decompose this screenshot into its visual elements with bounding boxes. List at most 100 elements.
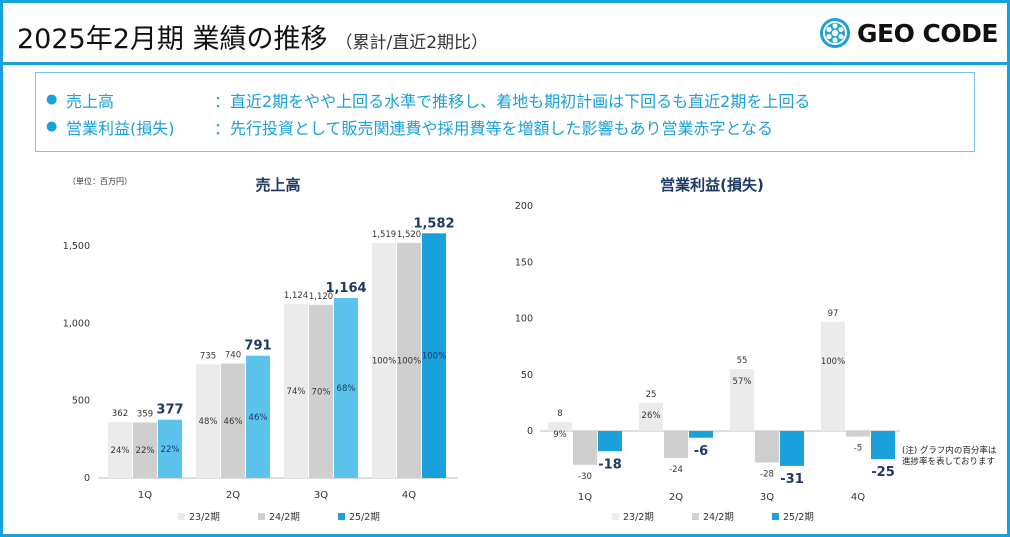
data-label: 377 [156, 403, 183, 418]
y-tick-label: 1,500 [63, 241, 90, 252]
y-tick-label: 0 [527, 426, 533, 437]
bar [397, 242, 421, 478]
data-label: 362 [112, 409, 128, 419]
category-label: 3Q [314, 490, 328, 501]
data-label: -6 [694, 444, 708, 459]
slide-header: 2025年2月期 業績の推移 （累計/直近2期比） GEO CODE [3, 3, 1007, 65]
category-label: 3Q [760, 492, 774, 503]
chart-footnote: (注) グラフ内の百分率は進捗率を表しております [902, 446, 997, 467]
percent-label: 48% [199, 417, 218, 427]
data-label: -25 [871, 465, 895, 480]
percent-label: 46% [224, 417, 243, 427]
data-label: 740 [225, 351, 241, 361]
data-label: 8 [557, 409, 562, 419]
chart-title: 売上高 [255, 176, 300, 194]
data-label: 359 [137, 409, 153, 419]
y-tick-label: 500 [72, 396, 90, 407]
bar [422, 233, 446, 478]
title-text: 2025年2月期 業績の推移 [17, 24, 328, 55]
bar [133, 422, 157, 478]
bar [573, 431, 597, 465]
company-logo: GEO CODE [819, 15, 998, 51]
percent-label: 68% [337, 384, 356, 394]
summary-item-text: ：先行投資として販売関連費や採用費等を増額した影響もあり営業赤字となる [214, 118, 774, 138]
bar [755, 431, 779, 463]
bar [780, 431, 804, 466]
percent-label: 100% [821, 357, 845, 367]
data-label: -24 [669, 465, 683, 475]
logo-text: GEO CODE [857, 18, 998, 48]
chart-title: 営業利益(損失) [660, 176, 764, 194]
bar [821, 321, 845, 431]
percent-label: 100% [372, 357, 396, 367]
bar [846, 431, 870, 437]
data-label: -30 [578, 472, 592, 482]
percent-label: 100% [422, 352, 446, 362]
legend-swatch [692, 513, 699, 520]
percent-label: 74% [287, 387, 306, 397]
category-label: 2Q [669, 492, 683, 503]
bar [639, 402, 663, 431]
bar [372, 243, 396, 478]
y-tick-label: 100 [515, 314, 533, 325]
category-label: 1Q [578, 492, 592, 503]
summary-item-label: 営業利益(損失) [66, 118, 175, 138]
data-label: 1,124 [284, 291, 308, 301]
y-tick-label: 150 [515, 257, 533, 268]
data-label: -18 [598, 457, 622, 472]
bullet-icon: ● [46, 92, 58, 107]
category-label: 2Q [226, 490, 240, 501]
percent-label: 100% [397, 356, 421, 366]
data-label: 1,519 [372, 230, 396, 240]
percent-label: 22% [136, 446, 155, 456]
data-label: 97 [828, 309, 839, 319]
percent-label: 24% [111, 446, 130, 456]
bar [598, 431, 622, 452]
bar [548, 422, 572, 431]
data-label: 735 [200, 351, 216, 361]
unit-label: （単位：百万円） [68, 176, 132, 186]
category-label: 4Q [851, 492, 865, 503]
summary-box: ● 売上高 ：直近2期をやや上回る水準で推移し、着地も期初計画は下回るも直近2期… [35, 72, 975, 152]
category-label: 4Q [402, 490, 416, 501]
legend-label: 23/2期 [623, 512, 654, 523]
summary-item-text: ：直近2期をやや上回る水準で推移し、着地も期初計画は下回るも直近2期を上回る [214, 91, 811, 111]
legend-swatch [178, 513, 185, 520]
title-subtitle: （累計/直近2期比） [335, 33, 489, 53]
page-title: 2025年2月期 業績の推移 （累計/直近2期比） [17, 17, 488, 56]
bar [309, 304, 333, 478]
legend-label: 24/2期 [703, 512, 734, 523]
percent-label: 46% [249, 413, 268, 423]
data-label: 1,164 [325, 281, 366, 296]
percent-label: 22% [161, 445, 180, 455]
bar [730, 369, 754, 431]
bar [664, 431, 688, 458]
summary-item: ● 営業利益(損失) ：先行投資として販売関連費や採用費等を増額した影響もあり営… [46, 113, 974, 140]
percent-label: 9% [553, 430, 567, 440]
legend-label: 25/2期 [783, 512, 814, 523]
bar [196, 364, 220, 478]
legend-label: 23/2期 [189, 512, 220, 523]
bar [284, 304, 308, 478]
y-tick-label: 1,000 [63, 318, 90, 329]
legend-swatch [772, 513, 779, 520]
data-label: 791 [244, 339, 271, 354]
bullet-icon: ● [46, 119, 58, 134]
bar [246, 355, 270, 478]
y-tick-label: 0 [84, 473, 90, 484]
data-label: 55 [737, 356, 748, 366]
bar [689, 431, 713, 438]
data-label: 1,120 [309, 292, 333, 302]
summary-item: ● 売上高 ：直近2期をやや上回る水準で推移し、着地も期初計画は下回るも直近2期… [46, 86, 974, 113]
bar [221, 363, 245, 478]
category-label: 1Q [138, 490, 152, 501]
data-label: -28 [760, 470, 774, 480]
data-label: 25 [646, 390, 657, 400]
bar [334, 297, 358, 478]
data-label: -5 [854, 444, 862, 454]
summary-item-label: 売上高 [66, 91, 115, 111]
percent-label: 57% [733, 377, 752, 387]
percent-label: 70% [312, 387, 331, 397]
data-label: -31 [780, 472, 804, 487]
